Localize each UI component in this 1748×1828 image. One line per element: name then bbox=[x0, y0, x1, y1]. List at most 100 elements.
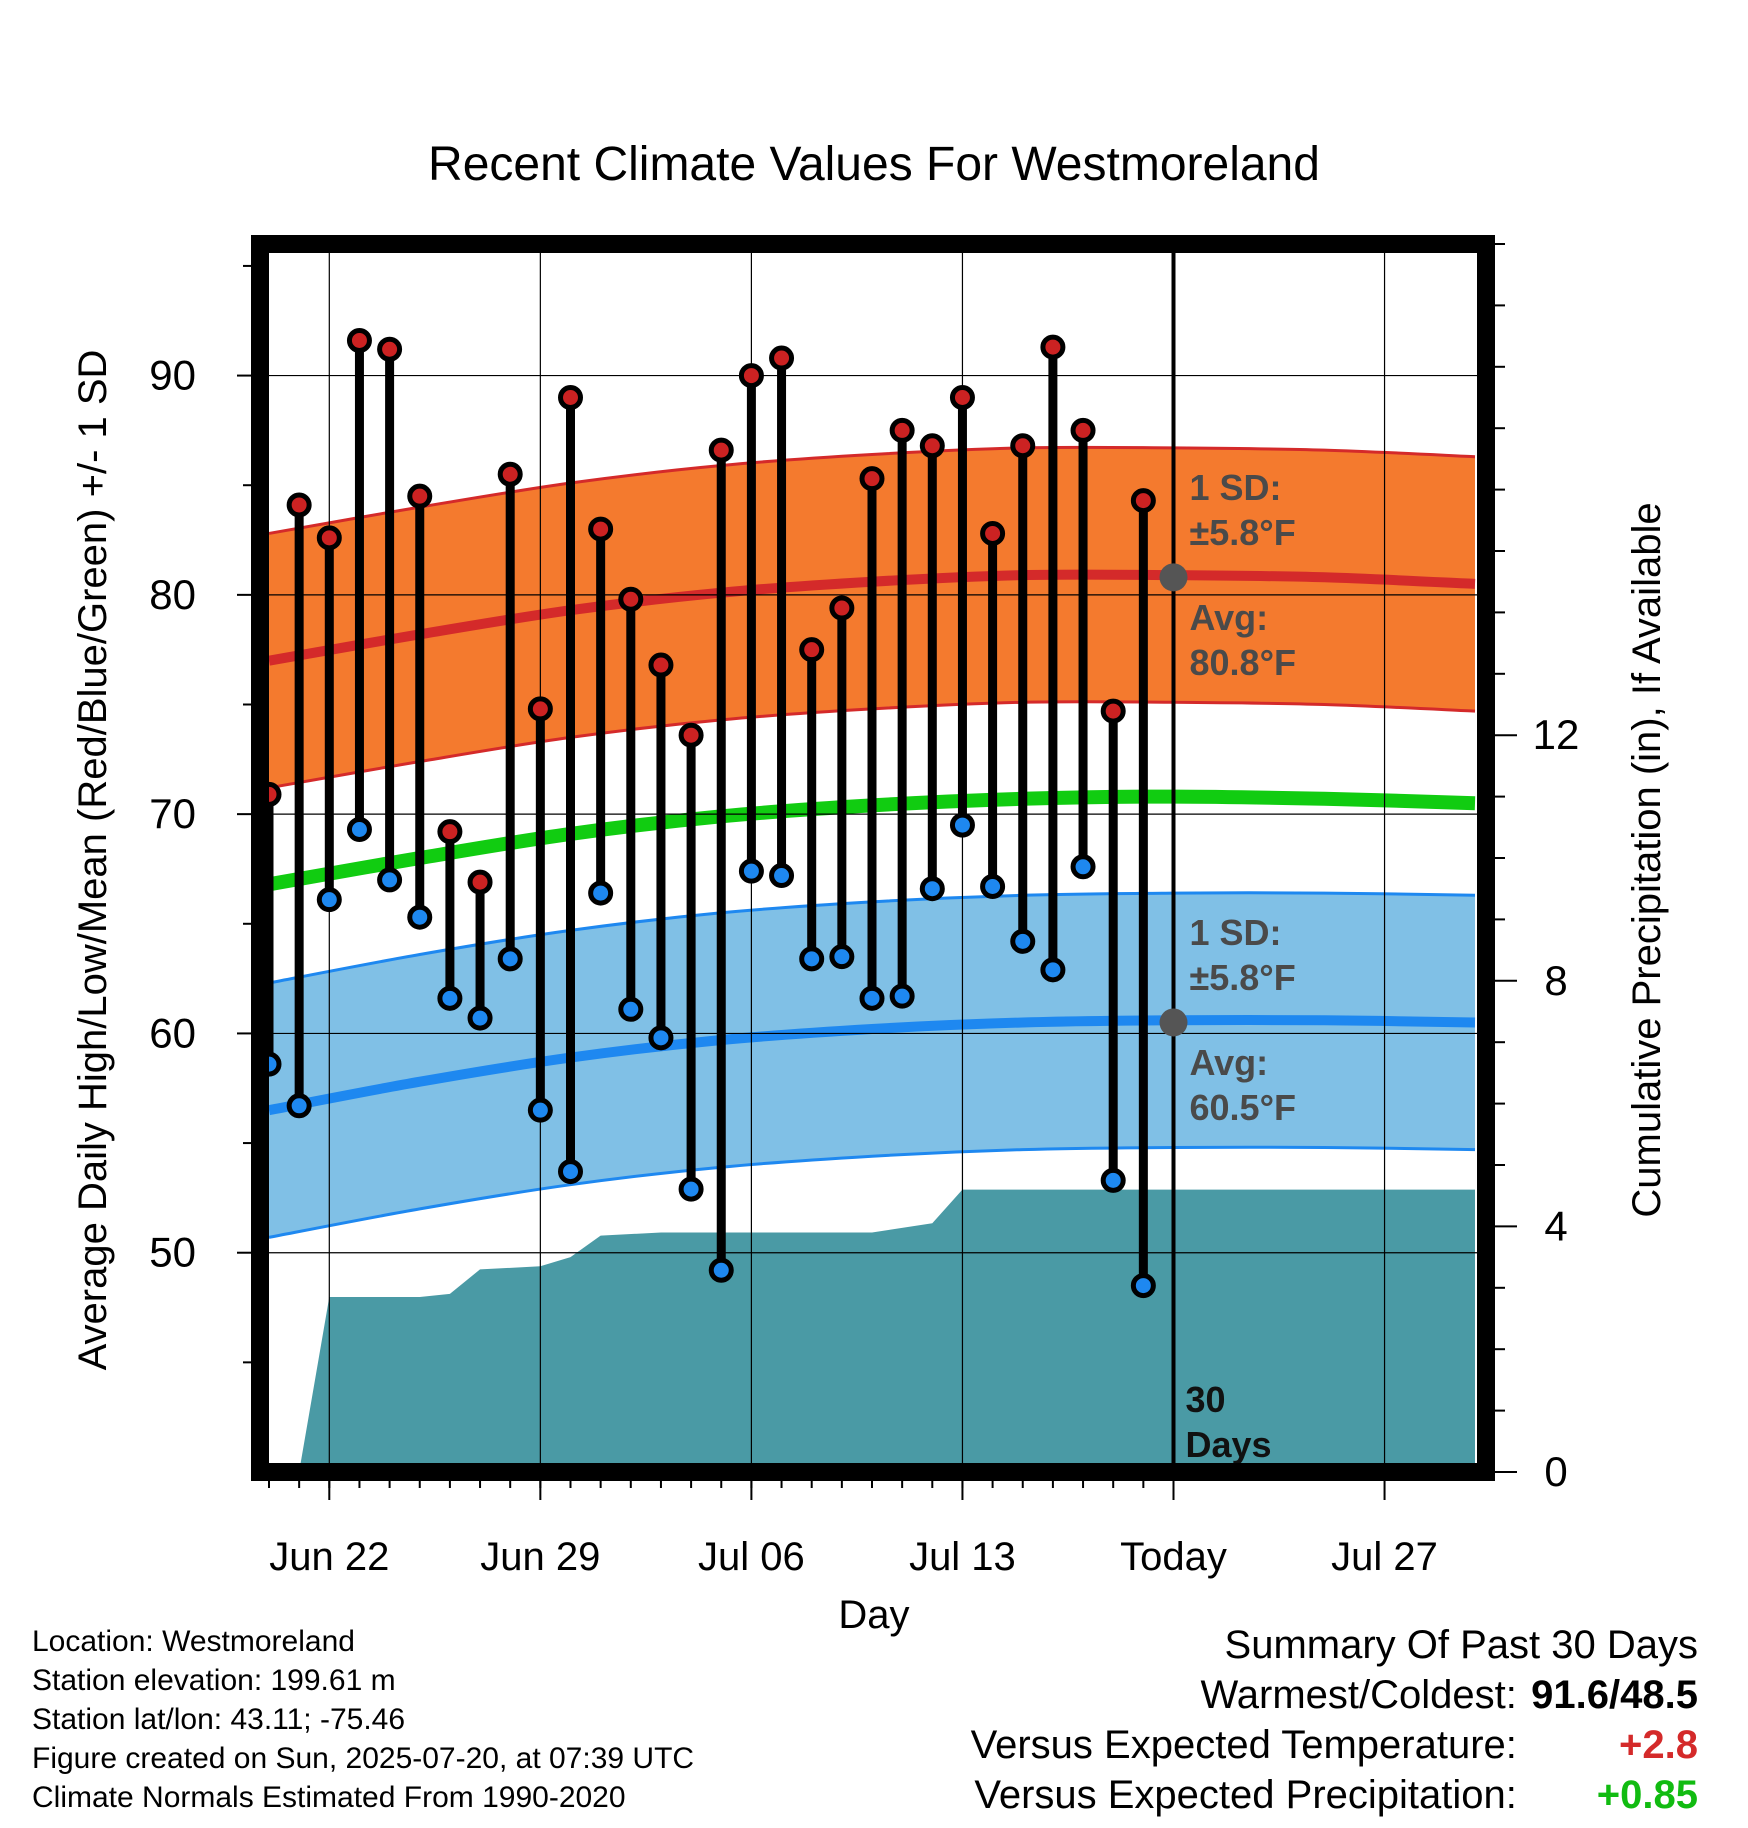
y-tick-label: 90 bbox=[149, 352, 196, 399]
daily-high-point bbox=[769, 345, 795, 371]
summary-panel: Summary Of Past 30 Days Warmest/Coldest:… bbox=[971, 1620, 1698, 1820]
daily-high-point bbox=[407, 483, 433, 509]
temp-value: +2.8 bbox=[1619, 1723, 1698, 1767]
daily-high-point bbox=[437, 819, 463, 845]
daily-high-point bbox=[919, 433, 945, 459]
x-tick-label: Jul 06 bbox=[698, 1535, 805, 1579]
y2-axis-label: Cumulative Precipitation (in), If Availa… bbox=[1625, 502, 1669, 1217]
low-sd-label: 1 SD: bbox=[1190, 912, 1282, 953]
daily-low-point bbox=[346, 816, 372, 842]
daily-low-point bbox=[738, 858, 764, 884]
low-avg-value: 60.5°F bbox=[1190, 1087, 1296, 1128]
daily-high-point bbox=[648, 652, 674, 678]
precip-area bbox=[269, 1189, 1475, 1472]
daily-high-point bbox=[949, 385, 975, 410]
daily-high-point bbox=[1040, 334, 1066, 360]
low-sd-value: ±5.8°F bbox=[1190, 957, 1296, 998]
daily-high-point bbox=[1070, 417, 1096, 443]
x-tick-label: Jun 22 bbox=[269, 1535, 389, 1579]
plot-frame bbox=[251, 235, 1495, 1481]
x-tick-label: Today bbox=[1120, 1535, 1227, 1579]
daily-low-point bbox=[467, 1005, 493, 1031]
summary-heading: Summary Of Past 30 Days bbox=[1224, 1623, 1698, 1667]
temp-label: Versus Expected Temperature: bbox=[970, 1723, 1517, 1767]
summary-precip: Versus Expected Precipitation: +0.85 bbox=[971, 1770, 1698, 1820]
warm-cold-label: Warmest/Coldest: bbox=[1200, 1673, 1517, 1717]
daily-low-point bbox=[799, 946, 825, 972]
daily-high-point bbox=[558, 385, 583, 410]
latlon-text: Station lat/lon: 43.11; -75.46 bbox=[32, 1703, 406, 1736]
y-tick-label: 50 bbox=[149, 1229, 196, 1276]
x-tick-label: Jul 13 bbox=[909, 1535, 1016, 1579]
daily-low-point bbox=[316, 887, 342, 913]
daily-low-point bbox=[889, 983, 915, 1009]
daily-high-point bbox=[980, 520, 1006, 546]
created-text: Figure created on Sun, 2025-07-20, at 07… bbox=[32, 1742, 695, 1775]
daily-high-point bbox=[738, 363, 764, 389]
daily-low-point bbox=[769, 863, 795, 889]
daily-low-point bbox=[678, 1176, 704, 1202]
daily-low-point bbox=[1040, 957, 1066, 983]
normal-low-line bbox=[268, 1015, 1476, 1116]
daily-high-point bbox=[708, 437, 734, 463]
daily-low-point bbox=[919, 876, 945, 902]
daily-high-point bbox=[346, 327, 372, 353]
y2-tick-label: 4 bbox=[1544, 1202, 1567, 1249]
today-low-avg-marker bbox=[1159, 1008, 1188, 1037]
y-tick-label: 60 bbox=[149, 1009, 196, 1056]
y2-tick-label: 0 bbox=[1544, 1448, 1567, 1495]
daily-low-point bbox=[1100, 1167, 1126, 1193]
daily-low-point bbox=[407, 904, 433, 930]
daily-low-point bbox=[588, 880, 614, 906]
daily-high-point bbox=[377, 336, 403, 362]
y2-tick-label: 12 bbox=[1533, 711, 1580, 758]
daily-high-point bbox=[678, 722, 704, 748]
chart-title: Recent Climate Values For Westmoreland bbox=[428, 138, 1320, 191]
daily-high-point bbox=[527, 696, 553, 722]
y2-tick-label: 8 bbox=[1544, 957, 1567, 1004]
daily-low-point bbox=[980, 874, 1006, 900]
daily-high-point bbox=[829, 595, 855, 621]
location-text: Location: Westmoreland bbox=[32, 1625, 355, 1658]
daily-high-point bbox=[799, 637, 825, 663]
precip-value: +0.85 bbox=[1596, 1773, 1698, 1817]
daily-low-point bbox=[377, 867, 403, 893]
daily-low-point bbox=[497, 946, 523, 972]
daily-low-point bbox=[829, 944, 855, 970]
x-tick-label: Jun 29 bbox=[480, 1535, 600, 1579]
y-axis-label: Average Daily High/Low/Mean (Red/Blue/Gr… bbox=[71, 350, 115, 1371]
daily-low-point bbox=[558, 1159, 583, 1185]
daily-low-point bbox=[859, 985, 885, 1011]
daily-high-point bbox=[859, 466, 885, 492]
summary-temp: Versus Expected Temperature: +2.8 bbox=[971, 1720, 1698, 1770]
summary-warm-cold: Warmest/Coldest: 91.6/48.5 bbox=[971, 1670, 1699, 1720]
daily-high-point bbox=[1130, 488, 1156, 514]
daily-low-point bbox=[527, 1097, 553, 1123]
daily-low-point bbox=[708, 1257, 734, 1283]
axes: 50 60 70 80 90 0 4 8 12 Jun 22 Jun 29 Jul 06 Jul 13 T… bbox=[149, 235, 1580, 1579]
high-avg-label: Avg: bbox=[1190, 597, 1269, 638]
daily-low-point bbox=[1130, 1273, 1156, 1299]
normals-text: Climate Normals Estimated From 1990-2020 bbox=[32, 1781, 626, 1814]
low-avg-label: Avg: bbox=[1190, 1042, 1269, 1083]
daily-high-point bbox=[1100, 698, 1126, 724]
x-tick-label: Jul 27 bbox=[1331, 1535, 1438, 1579]
daily-high-point bbox=[889, 417, 915, 443]
y-tick-label: 80 bbox=[149, 571, 196, 618]
plot-content bbox=[260, 244, 1486, 1472]
daily-high-point bbox=[467, 869, 493, 895]
x-axis-label: Day bbox=[838, 1593, 909, 1637]
daily-low-point bbox=[648, 1025, 674, 1051]
period-days-label: Days bbox=[1186, 1424, 1272, 1465]
daily-low-point bbox=[1010, 928, 1036, 954]
low-sd-lower-line bbox=[268, 1145, 1476, 1239]
daily-high-point bbox=[1010, 433, 1036, 459]
daily-high-point bbox=[497, 461, 523, 487]
daily-low-point bbox=[286, 1093, 312, 1119]
daily-low-point bbox=[1070, 854, 1096, 880]
warm-cold-value: 91.6/48.5 bbox=[1531, 1673, 1698, 1717]
high-sd-value: ±5.8°F bbox=[1190, 512, 1296, 553]
y-tick-label: 70 bbox=[149, 790, 196, 837]
